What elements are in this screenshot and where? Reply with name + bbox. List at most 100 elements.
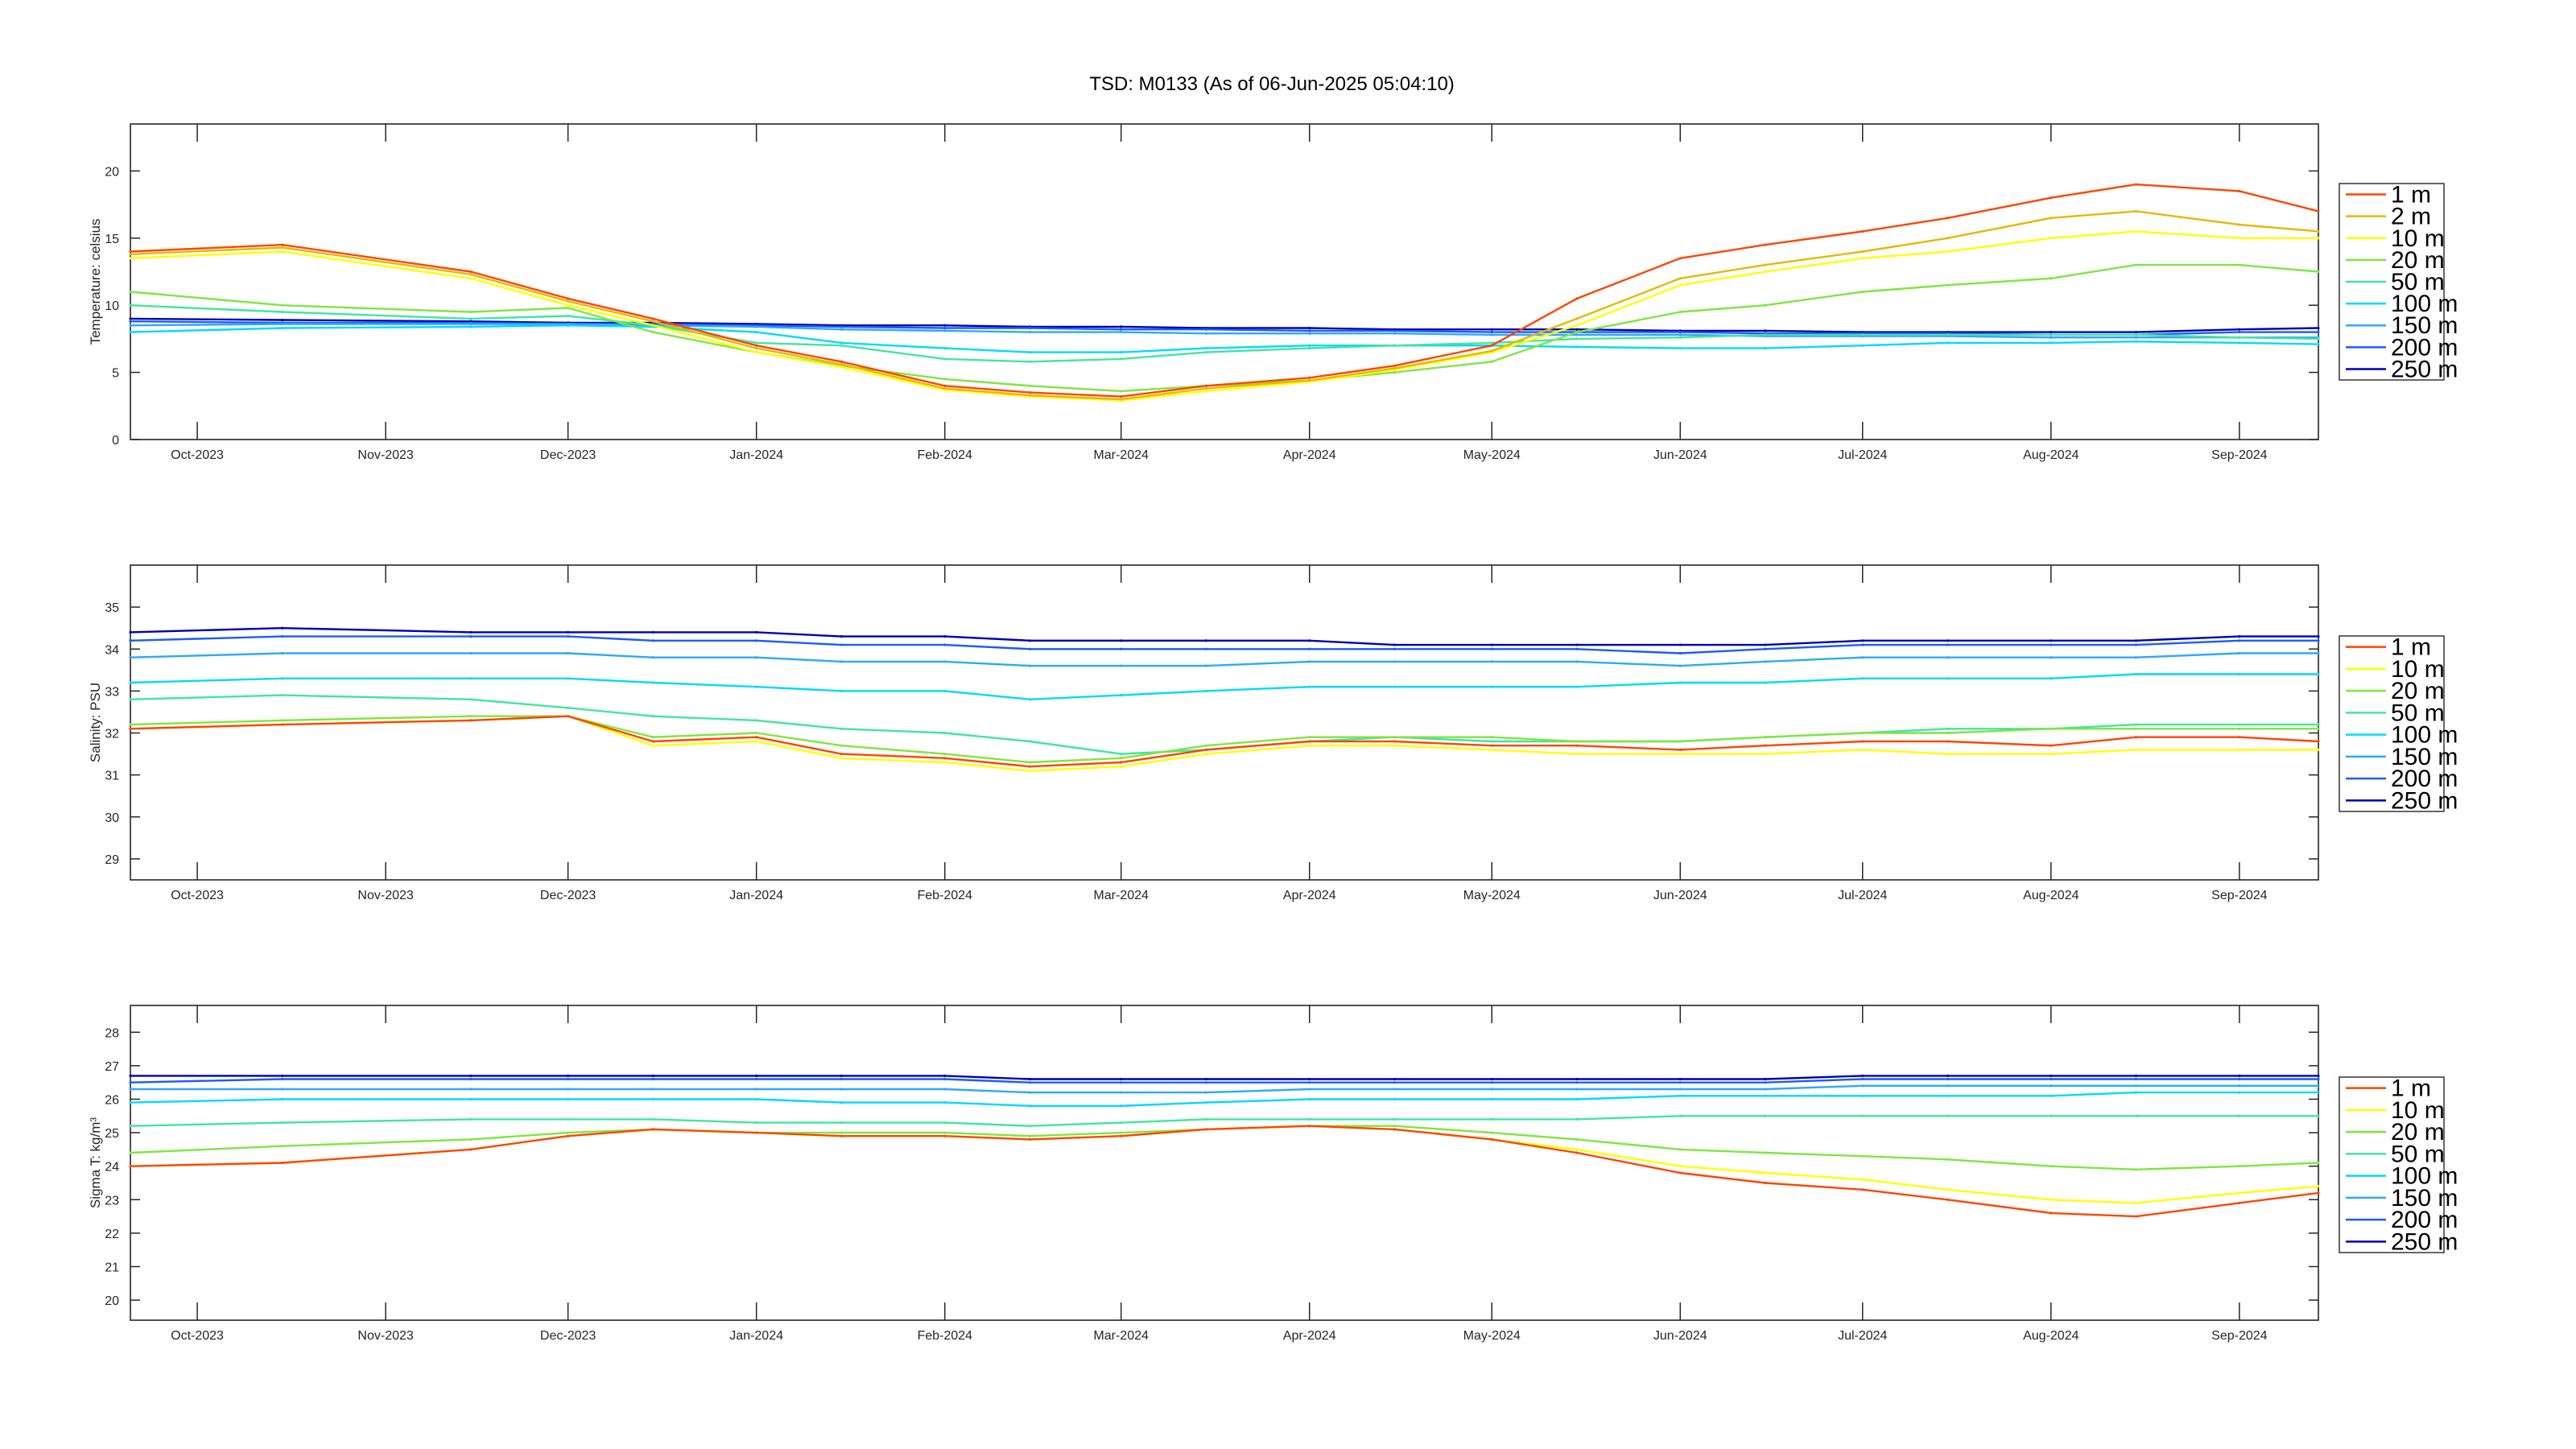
data-point: [1946, 283, 1950, 287]
data-point: [1861, 229, 1864, 233]
data-point: [469, 1088, 473, 1091]
data-point: [1393, 736, 1396, 739]
data-point: [943, 1101, 947, 1104]
legend-label: 250 m: [2391, 356, 2458, 382]
data-point: [129, 303, 132, 307]
data-point: [1393, 740, 1396, 743]
data-point: [1861, 250, 1864, 254]
data-point: [1120, 765, 1123, 768]
x-tick-label: Nov-2023: [357, 889, 413, 902]
data-point: [2317, 1191, 2320, 1195]
y-tick-label: 0: [112, 434, 119, 448]
data-point: [1575, 1151, 1579, 1154]
data-point: [129, 1081, 132, 1084]
data-point: [1764, 660, 1767, 663]
data-point: [2050, 1094, 2053, 1097]
data-point: [281, 1121, 284, 1125]
data-point: [2134, 333, 2138, 336]
y-tick-label: 22: [105, 1228, 119, 1241]
data-point: [281, 1097, 284, 1101]
data-point: [943, 378, 947, 381]
data-point: [755, 1088, 758, 1091]
data-point: [2134, 748, 2138, 751]
data-point: [1575, 328, 1579, 331]
data-point: [2134, 1114, 2138, 1117]
x-tick-label: Jan-2024: [729, 1329, 783, 1343]
data-point: [2238, 1191, 2241, 1195]
data-point: [1678, 1077, 1682, 1081]
data-point: [1861, 748, 1864, 751]
x-tick-label: Oct-2023: [171, 889, 224, 902]
legend-label: 1 m: [2391, 634, 2431, 661]
data-point: [1575, 647, 1579, 650]
legend-label: 150 m: [2391, 744, 2458, 770]
data-point: [1764, 1081, 1767, 1084]
y-tick-label: 25: [105, 1127, 119, 1141]
data-point: [1946, 1158, 1950, 1161]
data-point: [2050, 639, 2053, 642]
data-point: [840, 744, 843, 747]
data-point: [1393, 370, 1396, 374]
data-point: [1946, 1188, 1950, 1191]
data-point: [1204, 748, 1208, 751]
data-point: [755, 325, 758, 328]
data-point: [1393, 685, 1396, 688]
data-point: [840, 643, 843, 646]
data-point: [2134, 1074, 2138, 1077]
y-tick-label: 28: [105, 1026, 119, 1040]
data-point: [1678, 643, 1682, 646]
data-point: [567, 306, 570, 310]
data-point: [1490, 643, 1493, 646]
x-tick-label: Jul-2024: [1838, 1329, 1887, 1343]
data-point: [1393, 1097, 1396, 1101]
data-point: [2050, 277, 2053, 280]
data-point: [840, 1101, 843, 1104]
data-point: [1120, 1134, 1123, 1137]
data-point: [2134, 340, 2138, 343]
data-point: [1575, 1088, 1579, 1091]
data-point: [1678, 753, 1682, 756]
data-point: [2238, 336, 2241, 339]
data-point: [1575, 337, 1579, 341]
chart-panel-3: 20 21 22 23 24 25 26 27 28 Oct-2023 Nov-2023 Dec-20…: [88, 1005, 2458, 1343]
data-point: [943, 660, 947, 663]
data-point: [1204, 639, 1208, 642]
data-point: [840, 757, 843, 760]
data-point: [469, 270, 473, 274]
data-point: [1575, 330, 1579, 334]
data-point: [1120, 1081, 1123, 1084]
data-point: [2317, 1077, 2320, 1081]
data-point: [1678, 310, 1682, 314]
panels: 0 5 10 15 20 Oct-2023 Nov-2023 Dec-2023 Jan-2024…: [88, 123, 2458, 1343]
data-point: [1393, 1088, 1396, 1091]
data-point: [1764, 1094, 1767, 1097]
x-tick-label: Sep-2024: [2211, 448, 2267, 462]
data-point: [1028, 326, 1031, 330]
data-point: [1490, 1117, 1493, 1121]
data-point: [1308, 1088, 1311, 1091]
x-tick-label: Oct-2023: [171, 1329, 224, 1343]
data-point: [1490, 344, 1493, 347]
data-point: [1308, 326, 1311, 330]
data-point: [755, 639, 758, 642]
data-point: [1204, 350, 1208, 354]
y-axis-label: Salinity: PSU: [88, 683, 103, 762]
data-point: [1490, 328, 1493, 331]
data-point: [469, 630, 473, 634]
data-point: [2317, 209, 2320, 213]
data-point: [1946, 1094, 1950, 1097]
data-point: [1393, 332, 1396, 335]
data-point: [755, 1097, 758, 1101]
data-point: [281, 250, 284, 254]
data-point: [1393, 329, 1396, 332]
data-point: [755, 1131, 758, 1134]
data-point: [2134, 643, 2138, 646]
data-point: [2050, 336, 2053, 339]
data-point: [129, 324, 132, 327]
data-point: [1204, 664, 1208, 667]
data-point: [943, 1121, 947, 1125]
data-point: [755, 341, 758, 345]
data-point: [567, 677, 570, 680]
data-point: [2317, 748, 2320, 751]
data-point: [281, 243, 284, 246]
